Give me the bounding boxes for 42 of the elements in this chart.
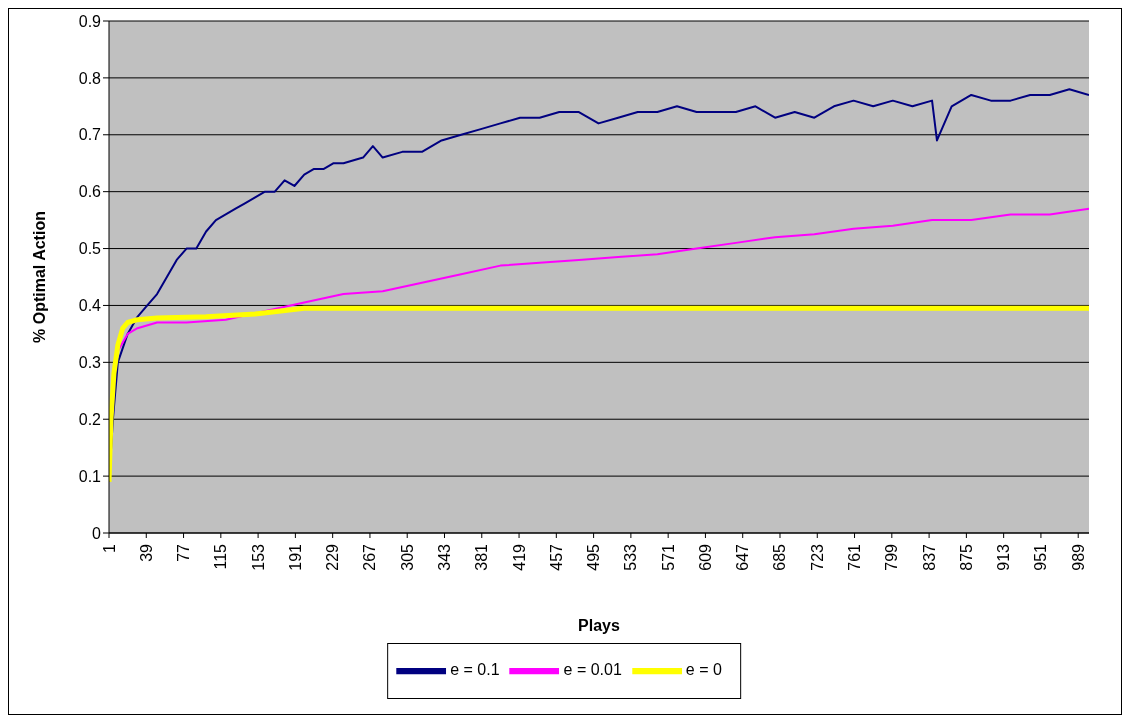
x-tick-label: 267	[361, 543, 379, 571]
y-tick-label: 0.3	[78, 354, 102, 372]
x-axis-title: Plays	[578, 617, 621, 634]
y-tick-label: 0.4	[78, 297, 102, 315]
y-tick-label: 0.7	[78, 126, 102, 144]
y-tick-label: 0.8	[78, 69, 102, 87]
x-tick-label: 913	[995, 543, 1013, 571]
x-tick-label: 951	[1032, 543, 1050, 571]
legend-label: e = 0.1	[450, 661, 500, 679]
legend-label: e = 0	[685, 661, 722, 679]
x-tick-label: 799	[883, 543, 901, 571]
x-tick-label: 39	[137, 543, 155, 562]
x-tick-label: 647	[734, 543, 752, 571]
x-tick-label: 685	[771, 543, 789, 571]
x-tick-label: 305	[398, 543, 416, 571]
x-tick-label: 419	[510, 543, 528, 571]
x-tick-label: 153	[249, 543, 267, 571]
x-tick-label: 77	[175, 543, 193, 562]
x-tick-label: 381	[473, 543, 491, 571]
x-tick-label: 571	[659, 543, 677, 571]
x-tick-label: 837	[920, 543, 938, 571]
y-tick-label: 0.5	[78, 240, 102, 258]
x-tick-label: 457	[547, 543, 565, 571]
x-tick-label: 875	[957, 543, 975, 571]
x-tick-label: 533	[622, 543, 640, 571]
x-tick-label: 989	[1069, 543, 1087, 571]
legend-label: e = 0.01	[563, 661, 622, 679]
y-tick-label: 0	[92, 524, 102, 542]
x-tick-label: 343	[436, 543, 453, 571]
x-tick-label: 723	[808, 543, 826, 571]
y-tick-label: 0.9	[78, 12, 102, 30]
y-tick-label: 0.1	[78, 467, 102, 485]
x-tick-label: 495	[585, 543, 603, 571]
x-tick-label: 1	[100, 543, 118, 553]
x-tick-label: 609	[696, 543, 714, 571]
x-tick-label: 191	[286, 543, 304, 571]
x-tick-label: 115	[212, 543, 230, 570]
y-tick-label: 0.6	[78, 183, 102, 201]
x-tick-label: 761	[846, 543, 864, 571]
y-axis-title: % Optimal Action	[30, 211, 48, 343]
x-tick-label: 229	[324, 543, 342, 571]
y-tick-label: 0.2	[78, 410, 102, 428]
